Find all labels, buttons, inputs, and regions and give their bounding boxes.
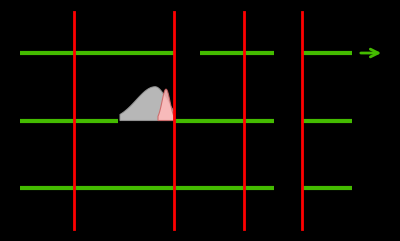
Polygon shape [120, 87, 174, 120]
Polygon shape [158, 89, 174, 120]
